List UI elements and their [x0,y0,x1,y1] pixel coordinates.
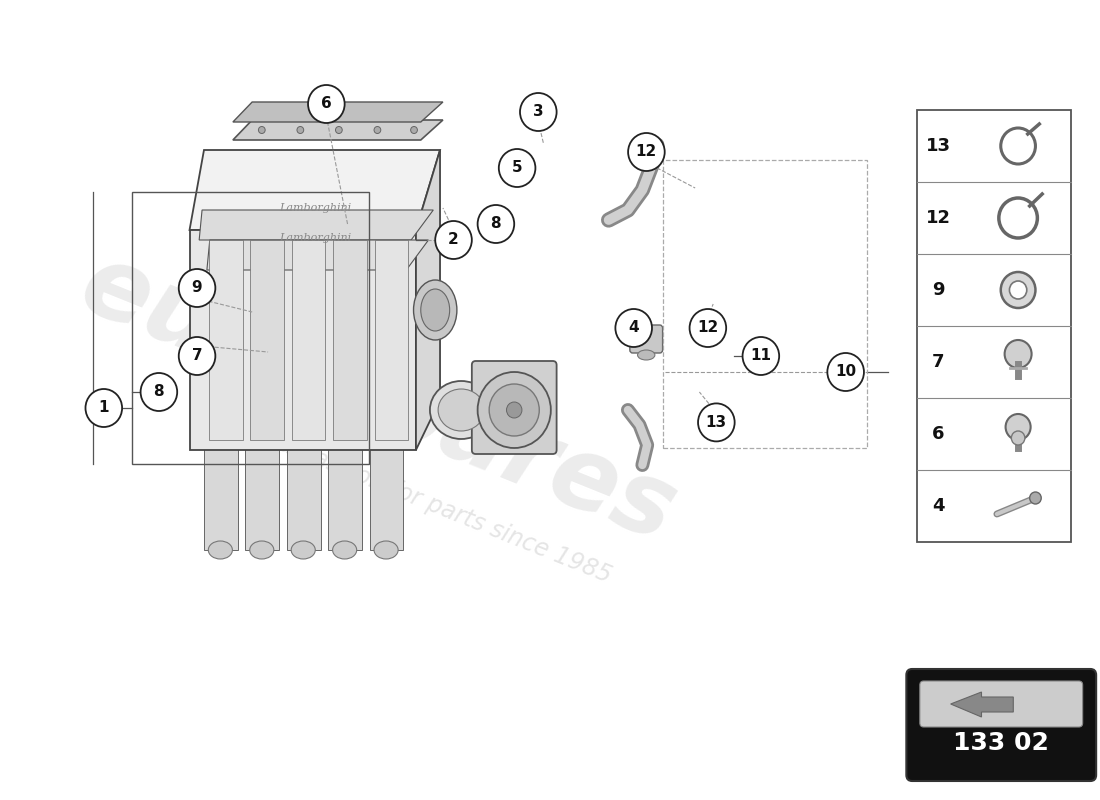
Bar [132,192,368,464]
Text: 13: 13 [706,415,727,430]
Bar [250,240,284,440]
Text: 8: 8 [491,217,502,231]
Circle shape [498,149,536,187]
Text: 4: 4 [628,321,639,335]
Text: 1: 1 [99,401,109,415]
Text: 13: 13 [925,137,950,155]
Circle shape [178,269,216,307]
Text: 4: 4 [932,497,945,515]
Circle shape [336,126,342,134]
Circle shape [628,133,664,171]
Polygon shape [207,240,429,270]
Ellipse shape [332,541,356,559]
Circle shape [477,205,514,243]
Polygon shape [370,440,404,550]
Circle shape [742,337,779,375]
Text: 12: 12 [636,145,657,159]
Circle shape [297,126,304,134]
Text: 7: 7 [932,353,945,371]
Text: 6: 6 [321,97,332,111]
Bar [209,240,242,440]
Circle shape [178,337,216,375]
FancyBboxPatch shape [472,361,557,454]
Circle shape [1001,272,1035,308]
Text: 12: 12 [697,321,718,335]
Polygon shape [416,150,440,450]
Circle shape [1005,414,1031,440]
FancyBboxPatch shape [906,669,1096,781]
Bar [333,240,366,440]
Text: 3: 3 [534,105,543,119]
Circle shape [410,126,417,134]
Bar [374,240,408,440]
Polygon shape [245,440,279,550]
Text: 5: 5 [512,161,522,175]
Text: 6: 6 [932,425,945,443]
Ellipse shape [414,280,456,340]
Ellipse shape [421,289,450,331]
Polygon shape [233,102,443,122]
Text: Lamborghini: Lamborghini [278,203,351,213]
Text: 133 02: 133 02 [954,731,1049,755]
Circle shape [308,85,344,123]
Text: 9: 9 [932,281,945,299]
Circle shape [374,126,381,134]
Text: 11: 11 [750,349,771,363]
Ellipse shape [374,541,398,559]
Text: 2: 2 [448,233,459,247]
Circle shape [1011,431,1025,445]
Circle shape [477,372,551,448]
Text: 9: 9 [191,281,202,295]
Bar [292,240,326,440]
Circle shape [86,389,122,427]
Text: 10: 10 [835,365,856,379]
Polygon shape [189,230,416,450]
Text: 12: 12 [925,209,950,227]
Ellipse shape [430,381,493,439]
Circle shape [698,403,735,442]
Circle shape [1030,492,1042,504]
Circle shape [1010,281,1026,299]
FancyBboxPatch shape [920,681,1082,727]
Circle shape [490,384,539,436]
Polygon shape [233,120,443,140]
Circle shape [520,93,557,131]
Ellipse shape [250,541,274,559]
Text: Lamborghini: Lamborghini [278,233,351,243]
Circle shape [506,402,521,418]
Polygon shape [204,440,238,550]
Text: eurospares: eurospares [66,237,689,563]
Circle shape [141,373,177,411]
Circle shape [827,353,864,391]
Circle shape [258,126,265,134]
Circle shape [615,309,652,347]
Bar [663,160,867,448]
Ellipse shape [438,389,484,431]
Polygon shape [287,440,320,550]
Ellipse shape [638,350,654,360]
Circle shape [436,221,472,259]
Text: a passion for parts since 1985: a passion for parts since 1985 [275,432,615,588]
FancyBboxPatch shape [630,325,662,353]
Bar [917,110,1071,542]
Ellipse shape [208,541,232,559]
Polygon shape [950,692,1013,717]
Polygon shape [189,150,440,230]
Text: 7: 7 [191,349,202,363]
Circle shape [1004,340,1032,368]
Text: 8: 8 [154,385,164,399]
Polygon shape [328,440,362,550]
Polygon shape [199,210,433,240]
Circle shape [690,309,726,347]
Ellipse shape [292,541,316,559]
